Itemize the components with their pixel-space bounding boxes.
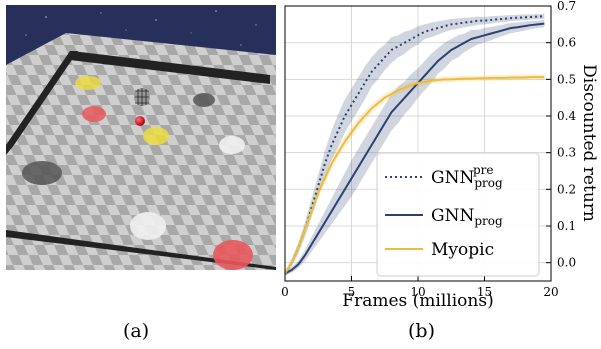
y-axis-label: Discounted return xyxy=(579,64,599,222)
yellow-zone xyxy=(75,76,101,90)
caption-a: (a) xyxy=(123,320,150,342)
y-tick-label: 0.0 xyxy=(557,256,576,270)
grey-zone xyxy=(22,161,62,185)
wall-left xyxy=(6,51,78,155)
y-tick-label: 0.4 xyxy=(557,109,576,123)
y-tick-label: 0.6 xyxy=(557,36,576,50)
series-band-0 xyxy=(285,13,545,276)
x-tick-label: 5 xyxy=(348,285,356,299)
wall-far xyxy=(70,51,270,84)
y-tick-label: 0.5 xyxy=(557,72,576,86)
x-tick-label: 20 xyxy=(543,285,558,299)
grey-zone xyxy=(193,93,215,107)
caption-b: (b) xyxy=(408,320,435,342)
red-zone xyxy=(213,240,253,270)
series-band-1 xyxy=(285,19,545,276)
x-axis-label: Frames (millions) xyxy=(342,291,493,311)
scene-render xyxy=(6,5,276,270)
legend-sup-0: pre xyxy=(473,163,494,177)
series-line-0 xyxy=(284,15,545,275)
legend-label-2: Myopic xyxy=(431,240,494,260)
agent-icon xyxy=(135,116,145,126)
white-zone xyxy=(130,212,166,240)
goal-cage-icon xyxy=(134,88,150,106)
yellow-zone xyxy=(143,127,169,145)
legend-label-0: GNNprog xyxy=(431,168,503,190)
y-tick-label: 0.2 xyxy=(557,182,576,196)
zones xyxy=(22,76,253,270)
legend-box xyxy=(376,152,540,277)
series-line-2 xyxy=(284,76,545,275)
legend-label-1: GNNprog xyxy=(431,206,503,228)
red-zone xyxy=(82,106,106,122)
white-zone xyxy=(219,136,245,154)
x-tick-label: 0 xyxy=(281,285,289,299)
stars xyxy=(25,10,257,46)
floor-plane xyxy=(6,33,276,270)
y-tick-label: 0.3 xyxy=(557,146,576,160)
x-tick-label: 15 xyxy=(477,285,492,299)
x-tick-label: 10 xyxy=(410,285,425,299)
series-line-1 xyxy=(284,22,545,275)
wall-near xyxy=(6,230,276,270)
y-tick-label: 0.1 xyxy=(557,219,576,233)
y-tick-label: 0.7 xyxy=(557,0,576,13)
